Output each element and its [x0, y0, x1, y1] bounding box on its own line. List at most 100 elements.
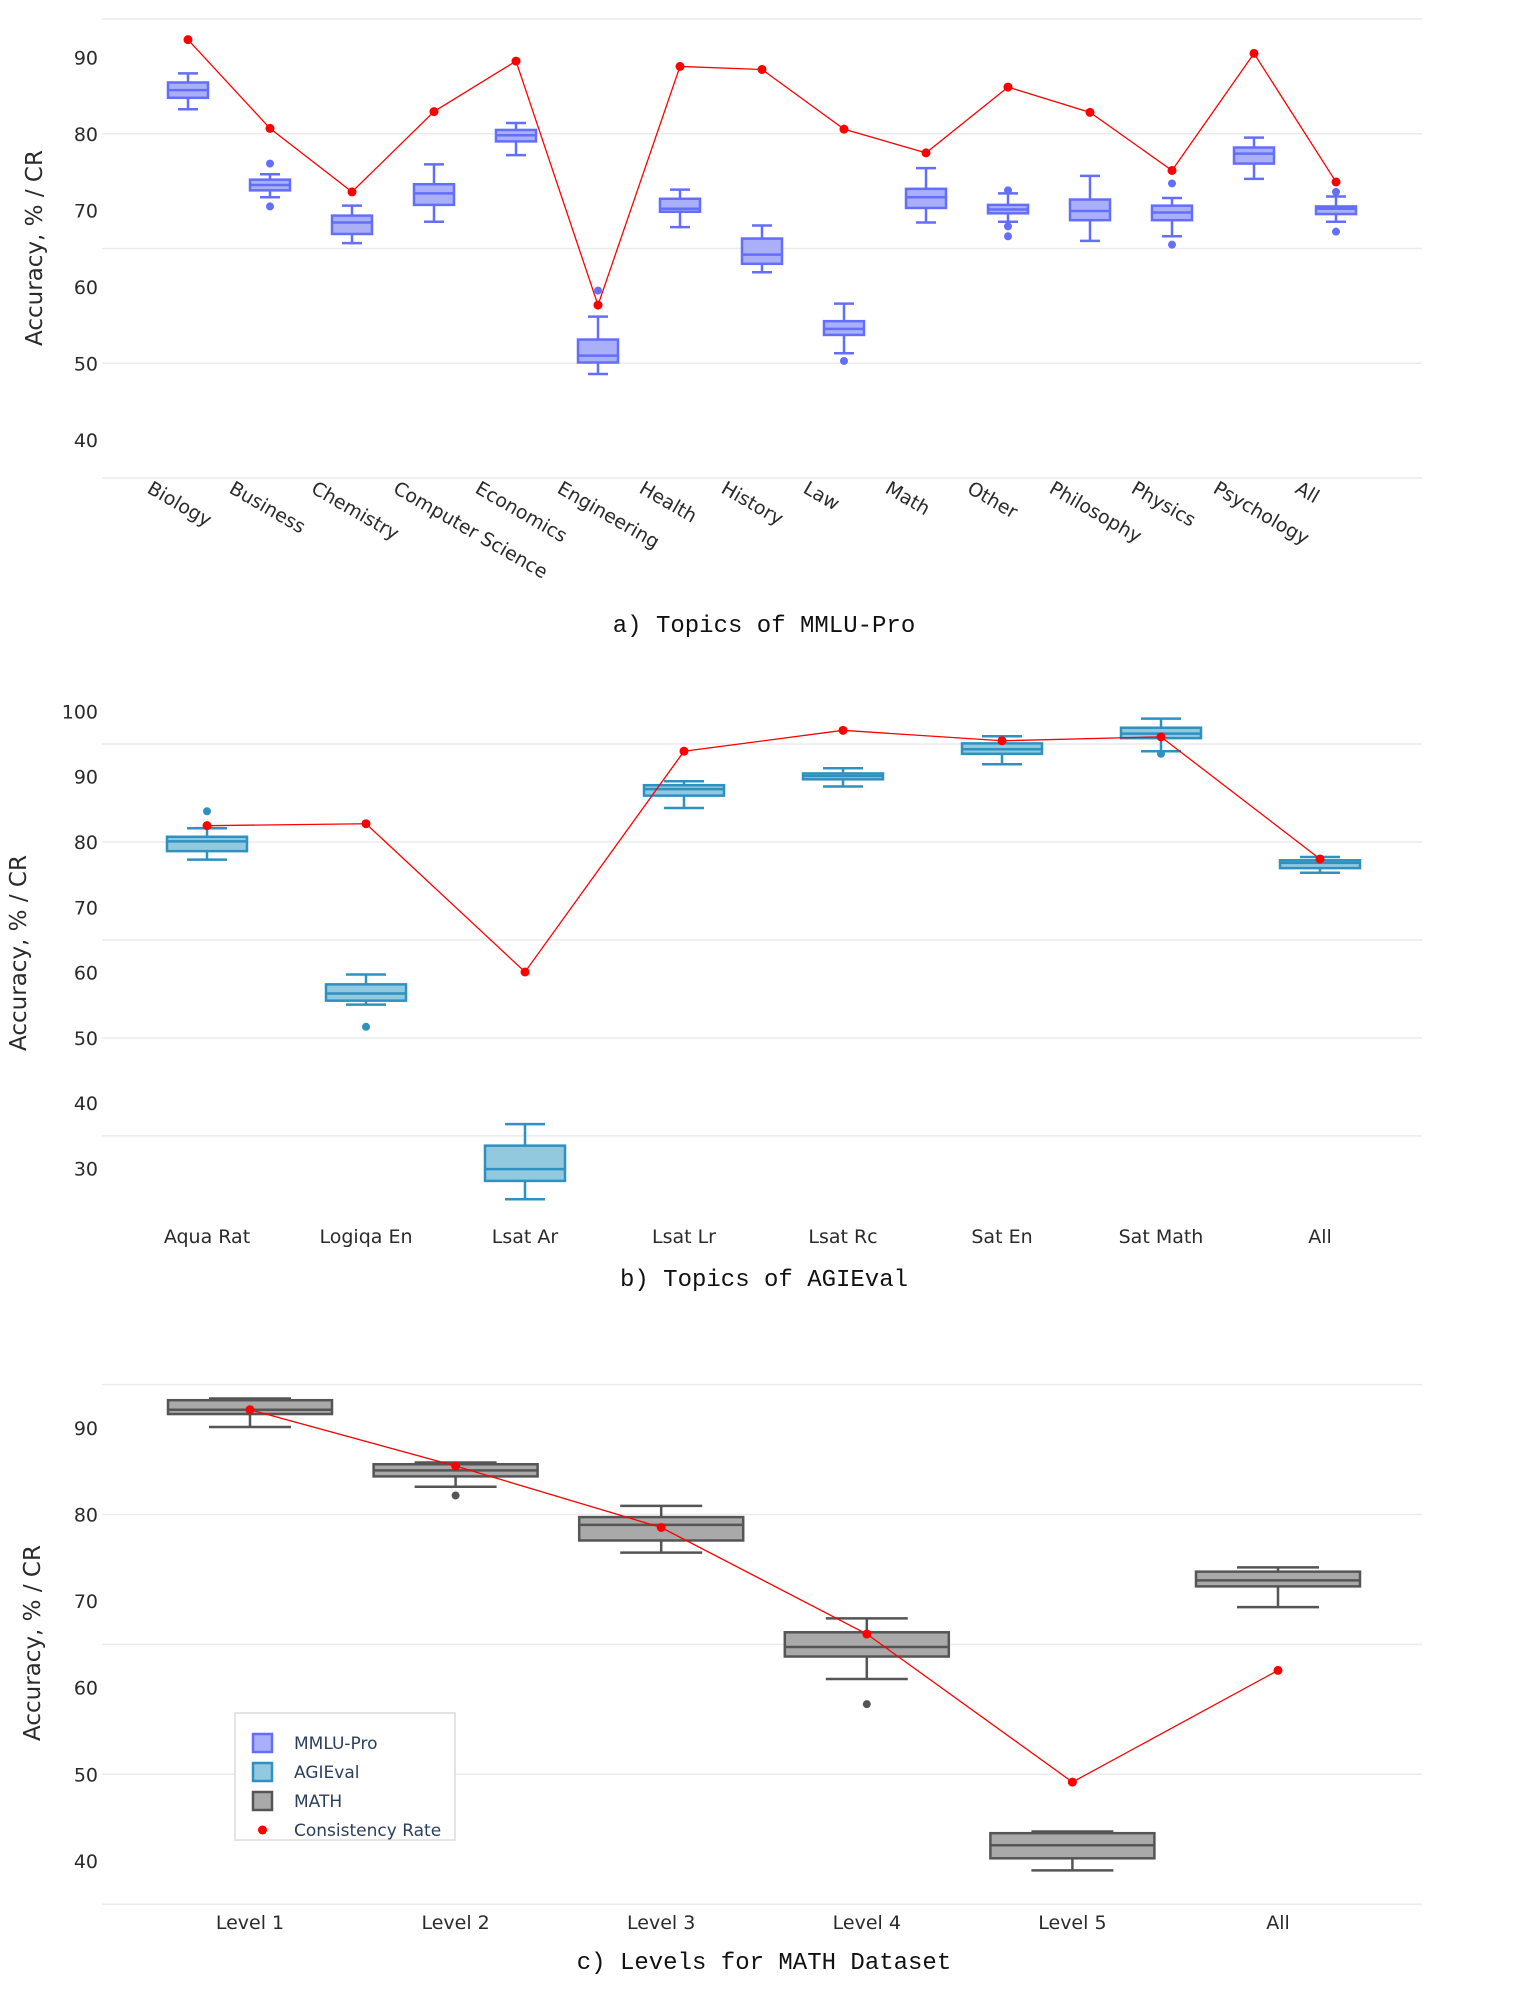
- x-tick-label: Aqua Rat: [164, 1226, 250, 1248]
- consistency-rate-point: [245, 1405, 255, 1415]
- x-tick-label: All: [1266, 1912, 1290, 1934]
- box-engineering: [576, 286, 620, 376]
- legend-swatch-consistency-rate: [258, 1825, 267, 1835]
- outlier-point: [862, 1700, 871, 1709]
- outlier-point: [1004, 232, 1012, 241]
- x-tick-label: All: [1292, 477, 1323, 508]
- x-tick-label: Philosophy: [1046, 477, 1146, 547]
- consistency-rate-point: [839, 124, 849, 134]
- y-tick-label: 90: [74, 47, 98, 69]
- x-tick-label: Level 3: [627, 1912, 695, 1934]
- y-tick-label: 50: [74, 1028, 98, 1050]
- legend-label: MMLU-Pro: [294, 1734, 378, 1754]
- box-business: [248, 159, 292, 211]
- box-physics: [1150, 179, 1194, 249]
- consistency-rate-point: [1331, 177, 1341, 187]
- consistency-rate-point: [1156, 732, 1166, 742]
- box-level-5: [989, 1830, 1156, 1872]
- consistency-rate-line: [206, 729, 1321, 973]
- y-axis-title: Accuracy, % / CR: [20, 1545, 46, 1741]
- legend: MMLU-Pro AGIEval MATH Consistency Rate: [234, 1712, 456, 1841]
- x-tick-label: Lsat Ar: [492, 1226, 559, 1248]
- x-tick-label: Business: [226, 477, 310, 538]
- consistency-rate-point: [757, 64, 767, 74]
- consistency-rate-point: [1315, 854, 1325, 864]
- y-tick-label: 90: [74, 767, 98, 789]
- consistency-rate-point: [1067, 1777, 1077, 1787]
- y-tick-label: 50: [74, 353, 98, 375]
- consistency-rate-point: [511, 56, 521, 66]
- y-tick-label: 100: [62, 701, 98, 723]
- consistency-rate-point: [921, 148, 931, 158]
- x-tick-label: Sat Math: [1119, 1226, 1204, 1248]
- chart-caption: b) Topics of AGIEval: [620, 1267, 908, 1294]
- y-tick-label: 40: [74, 430, 98, 452]
- x-tick-label: Health: [636, 477, 701, 527]
- y-tick-label: 70: [74, 897, 98, 919]
- y-tick-label: 60: [74, 277, 98, 299]
- outlier-point: [203, 807, 211, 816]
- outlier-point: [840, 356, 848, 365]
- box-all: [1314, 187, 1358, 236]
- outlier-point: [1004, 222, 1012, 231]
- box-health: [658, 188, 702, 229]
- x-tick-label: Physics: [1128, 477, 1200, 531]
- x-tick-label: Chemistry: [308, 477, 403, 545]
- x-tick-label: History: [718, 477, 788, 530]
- consistency-rate-point: [862, 1629, 872, 1639]
- box-chemistry: [330, 204, 374, 245]
- box-psychology: [1232, 136, 1276, 181]
- box-computer-science: [412, 163, 456, 223]
- y-tick-label: 80: [74, 1505, 98, 1527]
- box-biology: [166, 72, 210, 111]
- box-iqr: [740, 237, 784, 266]
- consistency-rate-point: [1167, 165, 1177, 175]
- legend-label: Consistency Rate: [294, 1821, 441, 1841]
- box-iqr: [330, 214, 374, 236]
- consistency-rate-point: [593, 300, 603, 310]
- box-law: [822, 302, 866, 365]
- consistency-rate-line: [249, 1409, 1279, 1783]
- consistency-rate-point: [1085, 107, 1095, 117]
- chart-c-math-levels: 40 50 60 70 80 90 Accuracy, % / CR Level 1 Level…: [20, 1383, 1422, 1977]
- box-iqr: [483, 1144, 567, 1183]
- legend-swatch-mmlu-pro: [251, 1732, 274, 1754]
- y-axis-title: Accuracy, % / CR: [22, 150, 48, 346]
- box-sat-en: [960, 734, 1044, 766]
- consistency-rate-point: [202, 821, 212, 831]
- outlier-point: [451, 1491, 460, 1500]
- x-tick-label: Level 4: [833, 1912, 901, 1934]
- consistency-rate-point: [520, 967, 530, 977]
- outlier-point: [594, 286, 602, 295]
- outlier-point: [266, 159, 274, 168]
- x-tick-label: Lsat Rc: [808, 1226, 877, 1248]
- consistency-rate-point: [838, 725, 848, 735]
- consistency-rate-point: [675, 61, 685, 71]
- chart-b-agieval: 30 40 50 60 70 80 90 100 Accuracy, % / CR Aqua Ra…: [6, 701, 1422, 1294]
- y-tick-label: 30: [74, 1159, 98, 1181]
- box-logiqa-en: [324, 973, 408, 1031]
- outlier-point: [1168, 240, 1176, 249]
- outlier-point: [1332, 187, 1340, 196]
- outlier-point: [1168, 179, 1176, 188]
- box-aqua-rat: [165, 807, 249, 861]
- consistency-rate-point: [183, 35, 193, 45]
- box-lsat-lr: [642, 780, 726, 810]
- legend-swatch-math: [251, 1790, 274, 1812]
- box-iqr: [1194, 1570, 1362, 1588]
- outlier-point: [1004, 186, 1012, 195]
- x-tick-label: Logiqa En: [319, 1226, 412, 1248]
- y-tick-label: 70: [74, 200, 98, 222]
- box-other: [986, 186, 1030, 241]
- y-axis-title: Accuracy, % / CR: [6, 855, 32, 1051]
- x-tick-label: Other: [964, 477, 1022, 523]
- consistency-rate-point: [361, 819, 371, 829]
- x-tick-label: Level 1: [216, 1912, 284, 1934]
- x-tick-label: Level 2: [421, 1912, 489, 1934]
- box-lsat-ar: [483, 1122, 567, 1201]
- box-math: [904, 166, 948, 224]
- chart-caption: c) Levels for MATH Dataset: [577, 1950, 951, 1977]
- chart-a-mmlu-pro: 40 50 60 70 80 90 Accuracy, % / CR Biology Busin…: [22, 18, 1422, 640]
- y-tick-label: 50: [74, 1764, 98, 1786]
